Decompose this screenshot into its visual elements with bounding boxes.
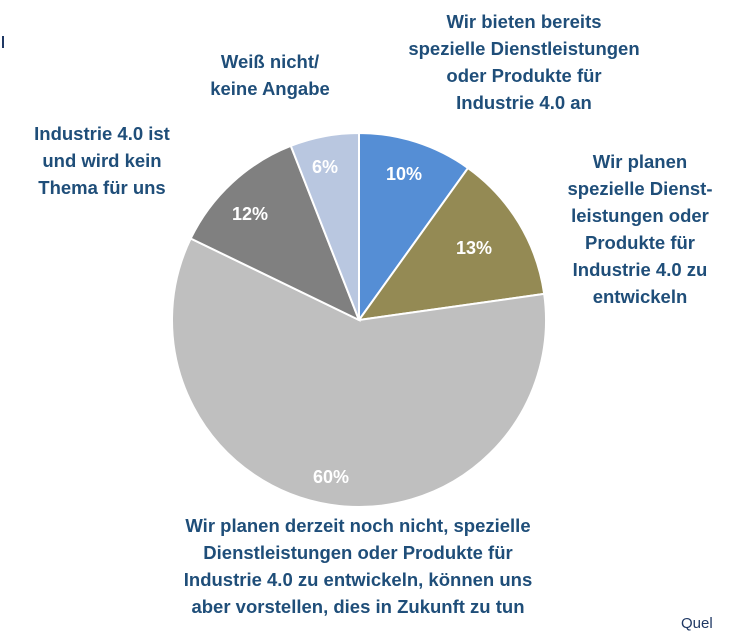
- value-label: 10%: [386, 164, 422, 184]
- category-label: Wir bieten bereits spezielle Dienstleist…: [408, 11, 640, 113]
- edge-mark: [2, 36, 4, 48]
- pie-slice: [356, 166, 546, 322]
- pie-slice: [171, 237, 547, 508]
- pie-slice: [189, 144, 361, 323]
- pie-slice: [289, 131, 360, 321]
- value-label: 12%: [232, 204, 268, 224]
- category-label: Weiß nicht/ keine Angabe: [210, 51, 330, 99]
- category-label: Wir planen spezielle Dienst- leistungen …: [567, 151, 713, 307]
- category-label: Industrie 4.0 ist und wird kein Thema fü…: [34, 123, 170, 198]
- value-label: 60%: [313, 467, 349, 487]
- category-label: Wir planen derzeit noch nicht, spezielle…: [183, 515, 533, 617]
- value-label: 13%: [456, 238, 492, 258]
- source: Quel: [681, 615, 713, 632]
- pie-slice: [358, 131, 470, 324]
- value-label: 6%: [312, 157, 338, 177]
